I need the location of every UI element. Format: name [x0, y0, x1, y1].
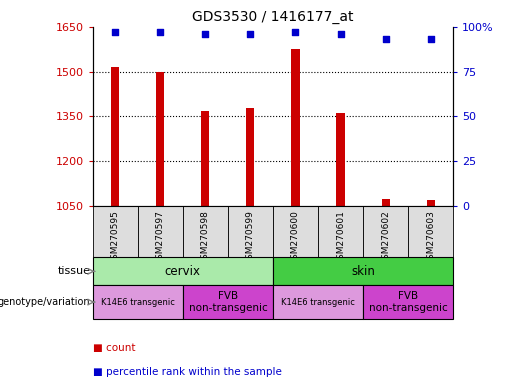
- Text: GSM270601: GSM270601: [336, 210, 345, 265]
- Point: [426, 36, 435, 43]
- Bar: [183, 285, 273, 319]
- Bar: [111, 67, 119, 206]
- Text: ■ percentile rank within the sample: ■ percentile rank within the sample: [93, 367, 282, 377]
- Bar: [363, 285, 453, 319]
- Text: genotype/variation: genotype/variation: [0, 297, 91, 307]
- Bar: [273, 206, 318, 257]
- Text: ■ count: ■ count: [93, 343, 135, 353]
- Text: FVB
non-transgenic: FVB non-transgenic: [369, 291, 448, 313]
- Text: skin: skin: [351, 265, 375, 278]
- Bar: [156, 72, 164, 206]
- Bar: [201, 111, 210, 206]
- Point: [291, 29, 300, 35]
- Bar: [273, 285, 363, 319]
- Bar: [336, 114, 345, 206]
- Text: GSM270595: GSM270595: [111, 210, 119, 265]
- Bar: [183, 206, 228, 257]
- Bar: [408, 206, 453, 257]
- Point: [156, 29, 164, 35]
- Bar: [363, 206, 408, 257]
- Point: [246, 31, 254, 37]
- Bar: [138, 206, 183, 257]
- Bar: [93, 206, 138, 257]
- Text: GSM270599: GSM270599: [246, 210, 255, 265]
- Bar: [228, 206, 273, 257]
- Text: GSM270603: GSM270603: [426, 210, 435, 265]
- Bar: [382, 199, 390, 206]
- Title: GDS3530 / 1416177_at: GDS3530 / 1416177_at: [192, 10, 354, 25]
- Bar: [93, 285, 183, 319]
- Bar: [93, 257, 273, 285]
- Bar: [273, 257, 453, 285]
- Text: K14E6 transgenic: K14E6 transgenic: [281, 298, 355, 306]
- Text: cervix: cervix: [165, 265, 201, 278]
- Bar: [426, 200, 435, 206]
- Point: [201, 31, 210, 37]
- Bar: [246, 108, 254, 206]
- Text: GSM270597: GSM270597: [156, 210, 165, 265]
- Bar: [291, 49, 300, 206]
- Text: K14E6 transgenic: K14E6 transgenic: [101, 298, 175, 306]
- Text: GSM270600: GSM270600: [291, 210, 300, 265]
- Bar: [318, 206, 363, 257]
- Point: [336, 31, 345, 37]
- Text: GSM270598: GSM270598: [201, 210, 210, 265]
- Text: tissue: tissue: [58, 266, 91, 276]
- Text: FVB
non-transgenic: FVB non-transgenic: [188, 291, 267, 313]
- Point: [382, 36, 390, 43]
- Point: [111, 29, 119, 35]
- Text: GSM270602: GSM270602: [381, 210, 390, 265]
